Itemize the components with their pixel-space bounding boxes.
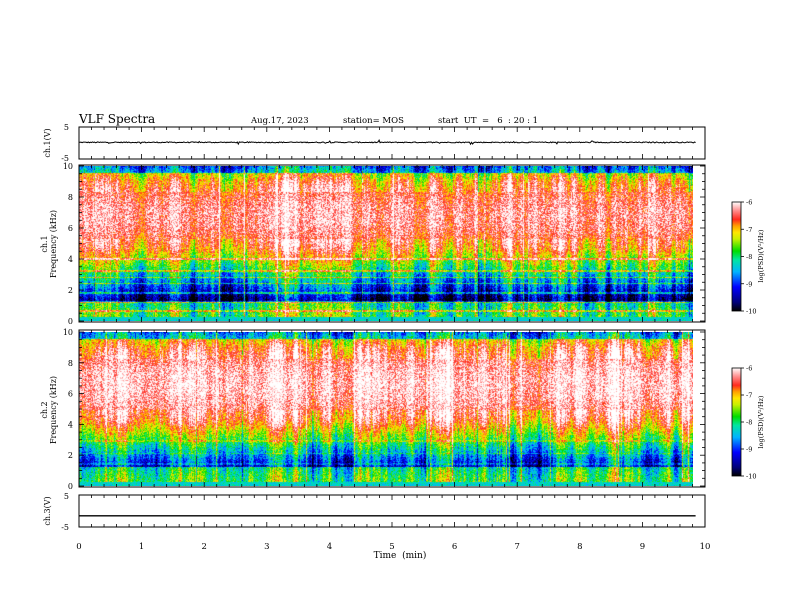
freq-tick-label: 10 xyxy=(63,328,73,337)
ch1-voltage-xticks xyxy=(78,127,706,159)
header-station: station= MOS xyxy=(343,116,404,126)
colorbar-tick-label: -9 xyxy=(746,280,752,288)
time-tick-label: 9 xyxy=(640,542,645,552)
ch3-voltage-panel: 5 -5 ch.3(V) xyxy=(43,492,706,532)
ch1-voltage-frame xyxy=(78,126,706,160)
freq-tick-label: 2 xyxy=(68,286,73,295)
time-tick-label: 6 xyxy=(452,542,457,552)
time-tick-label: 5 xyxy=(389,542,394,552)
header-start-time: start UT = 6 : 20 : 1 xyxy=(438,116,538,126)
colorbar-tick-label: -7 xyxy=(746,392,752,400)
ch1-channel-label: ch.1Frequency (kHz) xyxy=(40,210,58,278)
freq-tick-label: 8 xyxy=(68,359,73,368)
ch2-spectrogram-xticks xyxy=(78,330,706,487)
freq-tick-label: 4 xyxy=(68,420,73,429)
colorbar-tick-label: -10 xyxy=(746,473,756,481)
ch2-colorbar-scale xyxy=(731,367,742,477)
colorbar-tick-label: -10 xyxy=(746,308,756,316)
ch1-colorbar: -6 -7 -8 -9 -10 log(PSD)(V²/Hz) xyxy=(731,199,765,316)
time-tick-label: 0 xyxy=(76,542,81,552)
ch1-freq-ticks: 0 2 4 6 8 10 xyxy=(63,162,705,326)
ch1-voltage-trace xyxy=(78,139,696,146)
ch3-voltage-ylabel: ch.3(V) xyxy=(43,496,52,525)
freq-tick-label: 8 xyxy=(68,193,73,202)
ch1-colorbar-ticks: -6 -7 -8 -9 -10 xyxy=(741,199,756,316)
header-date: Aug.17, 2023 xyxy=(250,116,309,126)
ch1-ytick-bottom: -5 xyxy=(61,154,69,163)
ch1-spectrogram-image xyxy=(79,166,693,321)
time-tick-label: 4 xyxy=(327,542,332,552)
colorbar-tick-label: -7 xyxy=(746,226,752,234)
ch1-colorbar-scale xyxy=(731,201,742,312)
colorbar-tick-label: -8 xyxy=(746,253,752,261)
ch1-voltage-panel: 5 -5 ch.1(V) xyxy=(43,123,706,163)
ch2-channel-label: ch.2Frequency (kHz) xyxy=(40,376,58,444)
ch3-voltage-xticks xyxy=(78,495,706,527)
time-tick-label: 8 xyxy=(577,542,582,552)
ch3-ytick-top: 5 xyxy=(64,492,69,501)
freq-tick-label: 0 xyxy=(68,482,73,491)
colorbar-tick-label: -6 xyxy=(746,199,752,207)
freq-tick-label: 2 xyxy=(68,451,73,460)
ch2-colorbar-ticks: -6 -7 -8 -9 -10 xyxy=(741,365,756,481)
freq-tick-label: 6 xyxy=(68,224,73,233)
time-tick-label: 10 xyxy=(700,542,711,552)
time-tick-label: 2 xyxy=(201,542,206,552)
time-tick-label: 7 xyxy=(514,542,519,552)
ch2-colorbar: -6 -7 -8 -9 -10 log(PSD)(V²/Hz) xyxy=(731,365,765,481)
freq-tick-label: 10 xyxy=(63,162,73,171)
freq-tick-label: 6 xyxy=(68,390,73,399)
freq-tick-label: 4 xyxy=(68,255,73,264)
freq-tick-label: 0 xyxy=(68,317,73,326)
ch3-voltage-frame xyxy=(78,494,706,528)
ch3-ytick-bottom: -5 xyxy=(61,523,69,532)
figure-title: VLF Spectra xyxy=(78,112,155,126)
time-axis-label: Time (min) xyxy=(374,550,427,561)
ch1-spectrogram-panel: 0 2 4 6 8 10 ch.1Frequency (kHz) xyxy=(40,162,706,326)
time-tick-label: 1 xyxy=(139,542,144,552)
time-tick-label: 3 xyxy=(264,542,269,552)
ch2-spectrogram-image xyxy=(79,332,693,486)
colorbar-tick-label: -6 xyxy=(746,365,752,373)
ch1-colorbar-label: log(PSD)(V²/Hz) xyxy=(757,229,765,282)
ch2-freq-ticks: 0 2 4 6 8 10 xyxy=(63,328,705,491)
ch2-spectrogram-panel: 0 2 4 6 8 10 ch.2Frequency (kHz) xyxy=(40,328,706,491)
colorbar-tick-label: -9 xyxy=(746,446,752,454)
time-axis-ticklabels: 0 1 2 3 4 5 6 7 8 9 10 xyxy=(76,542,710,552)
ch1-spectrogram-xticks xyxy=(78,165,706,322)
ch2-colorbar-label: log(PSD)(V²/Hz) xyxy=(757,395,765,448)
ch1-ytick-top: 5 xyxy=(64,123,69,132)
colorbar-tick-label: -8 xyxy=(746,419,752,427)
ch1-voltage-ylabel: ch.1(V) xyxy=(43,128,52,157)
